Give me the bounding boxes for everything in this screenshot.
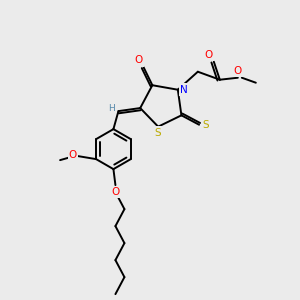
Text: S: S [155, 128, 161, 138]
Text: O: O [134, 55, 142, 65]
Text: H: H [108, 103, 114, 112]
Text: O: O [205, 50, 213, 60]
Text: O: O [69, 150, 77, 160]
Text: S: S [202, 120, 209, 130]
Text: N: N [180, 85, 188, 95]
Text: O: O [111, 187, 120, 197]
Text: O: O [234, 66, 242, 76]
